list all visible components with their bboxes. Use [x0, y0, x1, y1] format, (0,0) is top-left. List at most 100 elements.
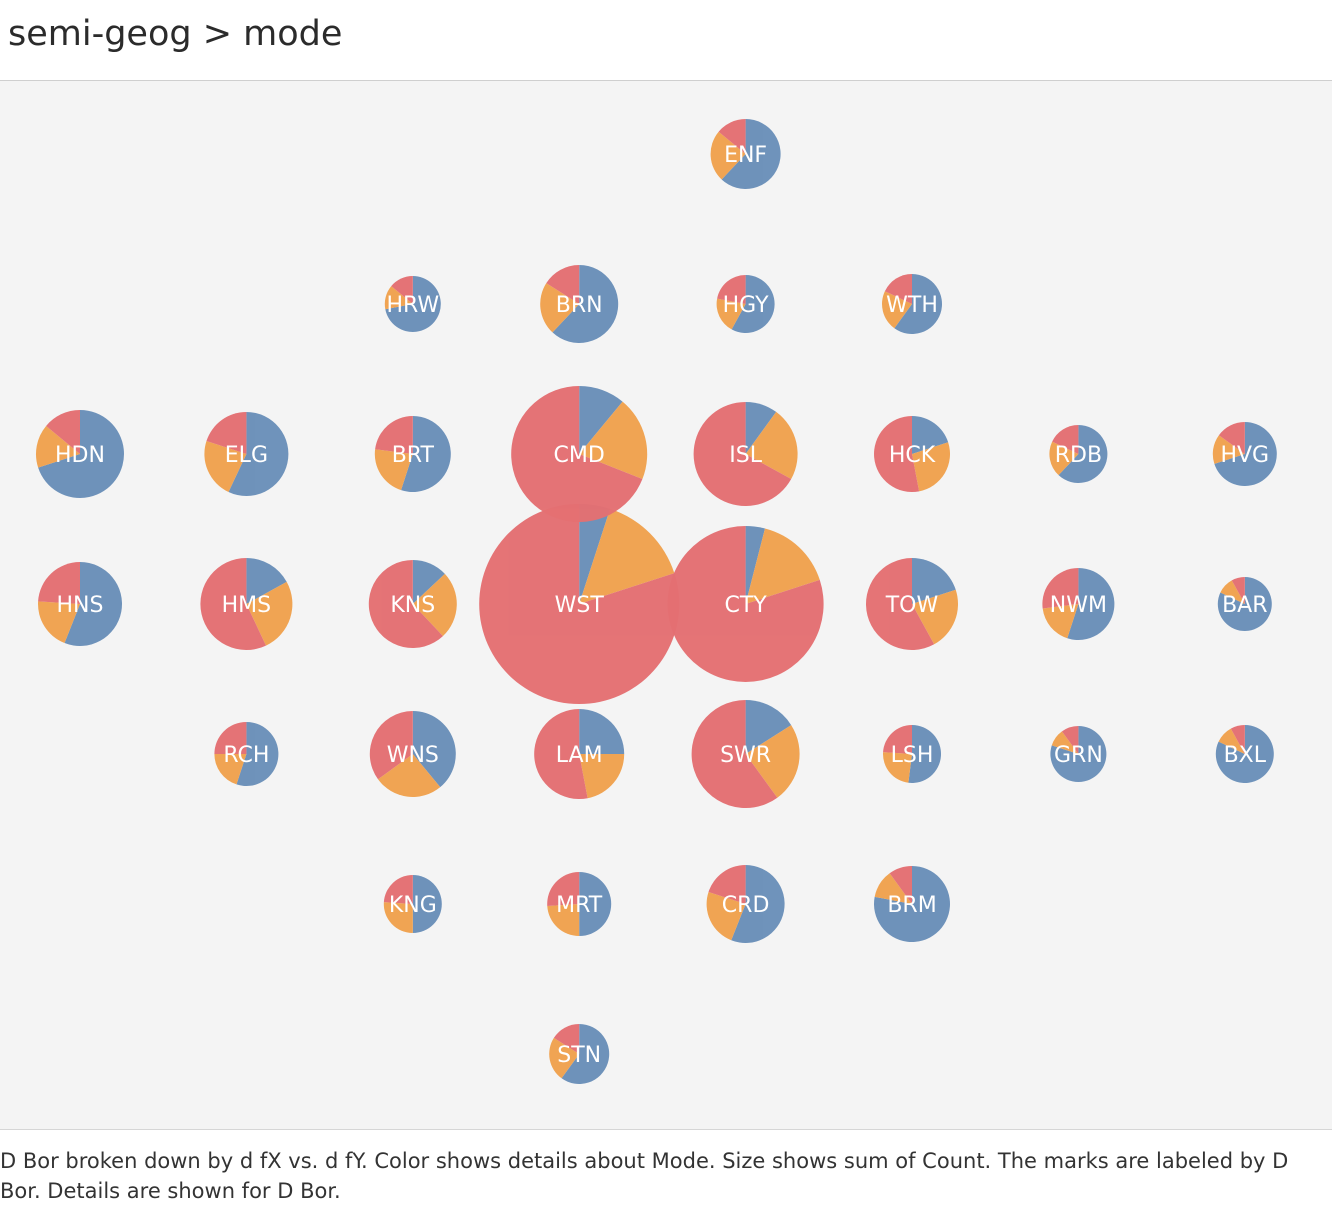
pie-slice-crd-red[interactable] [708, 865, 746, 904]
pie-slice-grn-orange[interactable] [1051, 731, 1079, 754]
pie-slice-stn-orange[interactable] [549, 1037, 580, 1079]
pie-slice-stn-blue[interactable] [561, 1024, 610, 1085]
pie-slice-bxl-red[interactable] [1230, 725, 1245, 754]
pie-slice-nwm-blue[interactable] [1067, 568, 1115, 640]
pie-slice-rch-blue[interactable] [236, 722, 279, 786]
pie-slice-kns-red[interactable] [368, 560, 443, 648]
pie-slice-enf-blue[interactable] [721, 119, 781, 189]
pie-cty[interactable] [667, 526, 824, 682]
pie-slice-kng-blue[interactable] [412, 875, 442, 933]
pie-slice-cty-red[interactable] [667, 526, 824, 682]
pie-rch[interactable] [214, 722, 279, 786]
pie-slice-rdb-orange[interactable] [1049, 441, 1079, 476]
pie-bar[interactable] [1217, 577, 1272, 631]
pie-slice-bar-red[interactable] [1231, 577, 1245, 604]
pie-slice-lsh-red[interactable] [883, 725, 912, 754]
pie-slice-mrt-orange[interactable] [547, 904, 580, 937]
pie-slice-hck-blue[interactable] [912, 416, 949, 454]
pie-slice-hvg-blue[interactable] [1214, 422, 1277, 486]
pie-slice-brt-blue[interactable] [401, 415, 451, 492]
pie-slice-hgy-blue[interactable] [731, 275, 775, 333]
pie-hms[interactable] [200, 558, 293, 650]
pie-slice-nwm-red[interactable] [1042, 568, 1079, 609]
pie-slice-wst-orange[interactable] [579, 508, 675, 604]
pie-slice-wns-orange[interactable] [378, 754, 441, 797]
pie-slice-brm-red[interactable] [889, 866, 912, 904]
pie-wns[interactable] [369, 711, 456, 797]
pie-slice-hvg-red[interactable] [1218, 422, 1245, 454]
pie-slice-rdb-red[interactable] [1052, 425, 1079, 454]
pie-kng[interactable] [383, 875, 442, 933]
pie-slice-hdn-red[interactable] [46, 410, 80, 454]
pie-slice-elg-orange[interactable] [204, 441, 247, 492]
pie-slice-brt-red[interactable] [375, 416, 413, 454]
pie-slice-kng-red[interactable] [383, 875, 413, 904]
pie-stn[interactable] [549, 1024, 610, 1085]
pie-slice-elg-blue[interactable] [228, 412, 289, 496]
pie-slice-kng-orange[interactable] [383, 902, 413, 933]
pie-wth[interactable] [882, 274, 943, 334]
pie-slice-wns-blue[interactable] [412, 711, 456, 788]
pie-slice-grn-red[interactable] [1061, 726, 1079, 754]
pie-slice-enf-red[interactable] [718, 119, 746, 154]
pie-grn[interactable] [1050, 726, 1107, 782]
pie-slice-grn-blue[interactable] [1050, 726, 1107, 782]
pie-slice-hck-orange[interactable] [912, 442, 950, 492]
pie-slice-crd-blue[interactable] [731, 865, 785, 943]
pie-slice-swr-orange[interactable] [745, 725, 800, 798]
pie-slice-wth-blue[interactable] [894, 274, 943, 334]
pie-slice-isl-orange[interactable] [745, 411, 798, 480]
pie-slice-isl-blue[interactable] [745, 402, 777, 454]
pie-slice-hdn-orange[interactable] [35, 425, 80, 468]
pie-slice-lam-blue[interactable] [579, 709, 625, 754]
pie-lam[interactable] [534, 709, 625, 799]
pie-slice-hrw-orange[interactable] [384, 286, 413, 310]
pie-brt[interactable] [374, 415, 451, 492]
pie-hck[interactable] [874, 416, 950, 492]
pie-slice-brn-red[interactable] [546, 265, 580, 304]
pie-slice-mrt-blue[interactable] [579, 872, 612, 936]
pie-slice-tow-red[interactable] [865, 558, 935, 650]
pie-hgy[interactable] [716, 275, 775, 333]
pie-slice-hrw-red[interactable] [391, 276, 413, 304]
pie-slice-lam-red[interactable] [534, 709, 588, 799]
pie-slice-bxl-orange[interactable] [1218, 728, 1245, 754]
pie-slice-enf-orange[interactable] [710, 131, 746, 180]
plot-area[interactable]: ENF HRW BRN HGY WTH HDN ELG BRT CMD ISL HCK RDB HVG H… [0, 81, 1332, 1129]
pie-bxl[interactable] [1215, 725, 1274, 783]
pie-slice-wst-red[interactable] [479, 504, 680, 704]
pie-slice-bar-orange[interactable] [1220, 580, 1245, 604]
pie-slice-wns-red[interactable] [369, 711, 413, 780]
pie-slice-brm-orange[interactable] [874, 873, 912, 904]
pie-slice-hms-blue[interactable] [246, 558, 287, 604]
pie-slice-tow-blue[interactable] [912, 558, 956, 604]
pie-slice-elg-red[interactable] [206, 412, 247, 454]
pie-enf[interactable] [710, 119, 781, 189]
pie-isl[interactable] [693, 402, 798, 507]
pie-slice-nwm-orange[interactable] [1042, 604, 1079, 639]
pie-slice-lsh-orange[interactable] [883, 752, 912, 783]
pie-slice-hvg-orange[interactable] [1212, 435, 1245, 464]
pie-hrw[interactable] [384, 276, 441, 332]
pie-tow[interactable] [865, 558, 958, 650]
pie-slice-bxl-blue[interactable] [1215, 725, 1274, 783]
pie-slice-kns-orange[interactable] [412, 573, 457, 637]
pie-slice-crd-orange[interactable] [706, 891, 746, 941]
pie-slice-wth-orange[interactable] [882, 291, 912, 329]
pie-wst[interactable] [479, 504, 680, 704]
pie-swr[interactable] [691, 700, 800, 808]
pie-kns[interactable] [368, 560, 457, 648]
pie-slice-rch-red[interactable] [214, 722, 247, 754]
pie-slice-hgy-red[interactable] [717, 275, 746, 304]
pie-elg[interactable] [204, 412, 289, 496]
pie-slice-swr-blue[interactable] [745, 700, 792, 754]
pie-slice-hns-orange[interactable] [37, 601, 80, 644]
pie-slice-cty-blue[interactable] [745, 526, 765, 604]
pie-slice-isl-red[interactable] [693, 402, 792, 507]
pie-scatter-chart[interactable]: ENF HRW BRN HGY WTH HDN ELG BRT CMD ISL HCK RDB HVG H… [0, 81, 1332, 1129]
pie-slice-mrt-red[interactable] [547, 872, 580, 907]
pie-cmd[interactable] [511, 386, 648, 522]
pie-slice-wst-blue[interactable] [579, 504, 611, 604]
pie-slice-bar-blue[interactable] [1217, 577, 1272, 631]
pie-hdn[interactable] [35, 410, 124, 499]
